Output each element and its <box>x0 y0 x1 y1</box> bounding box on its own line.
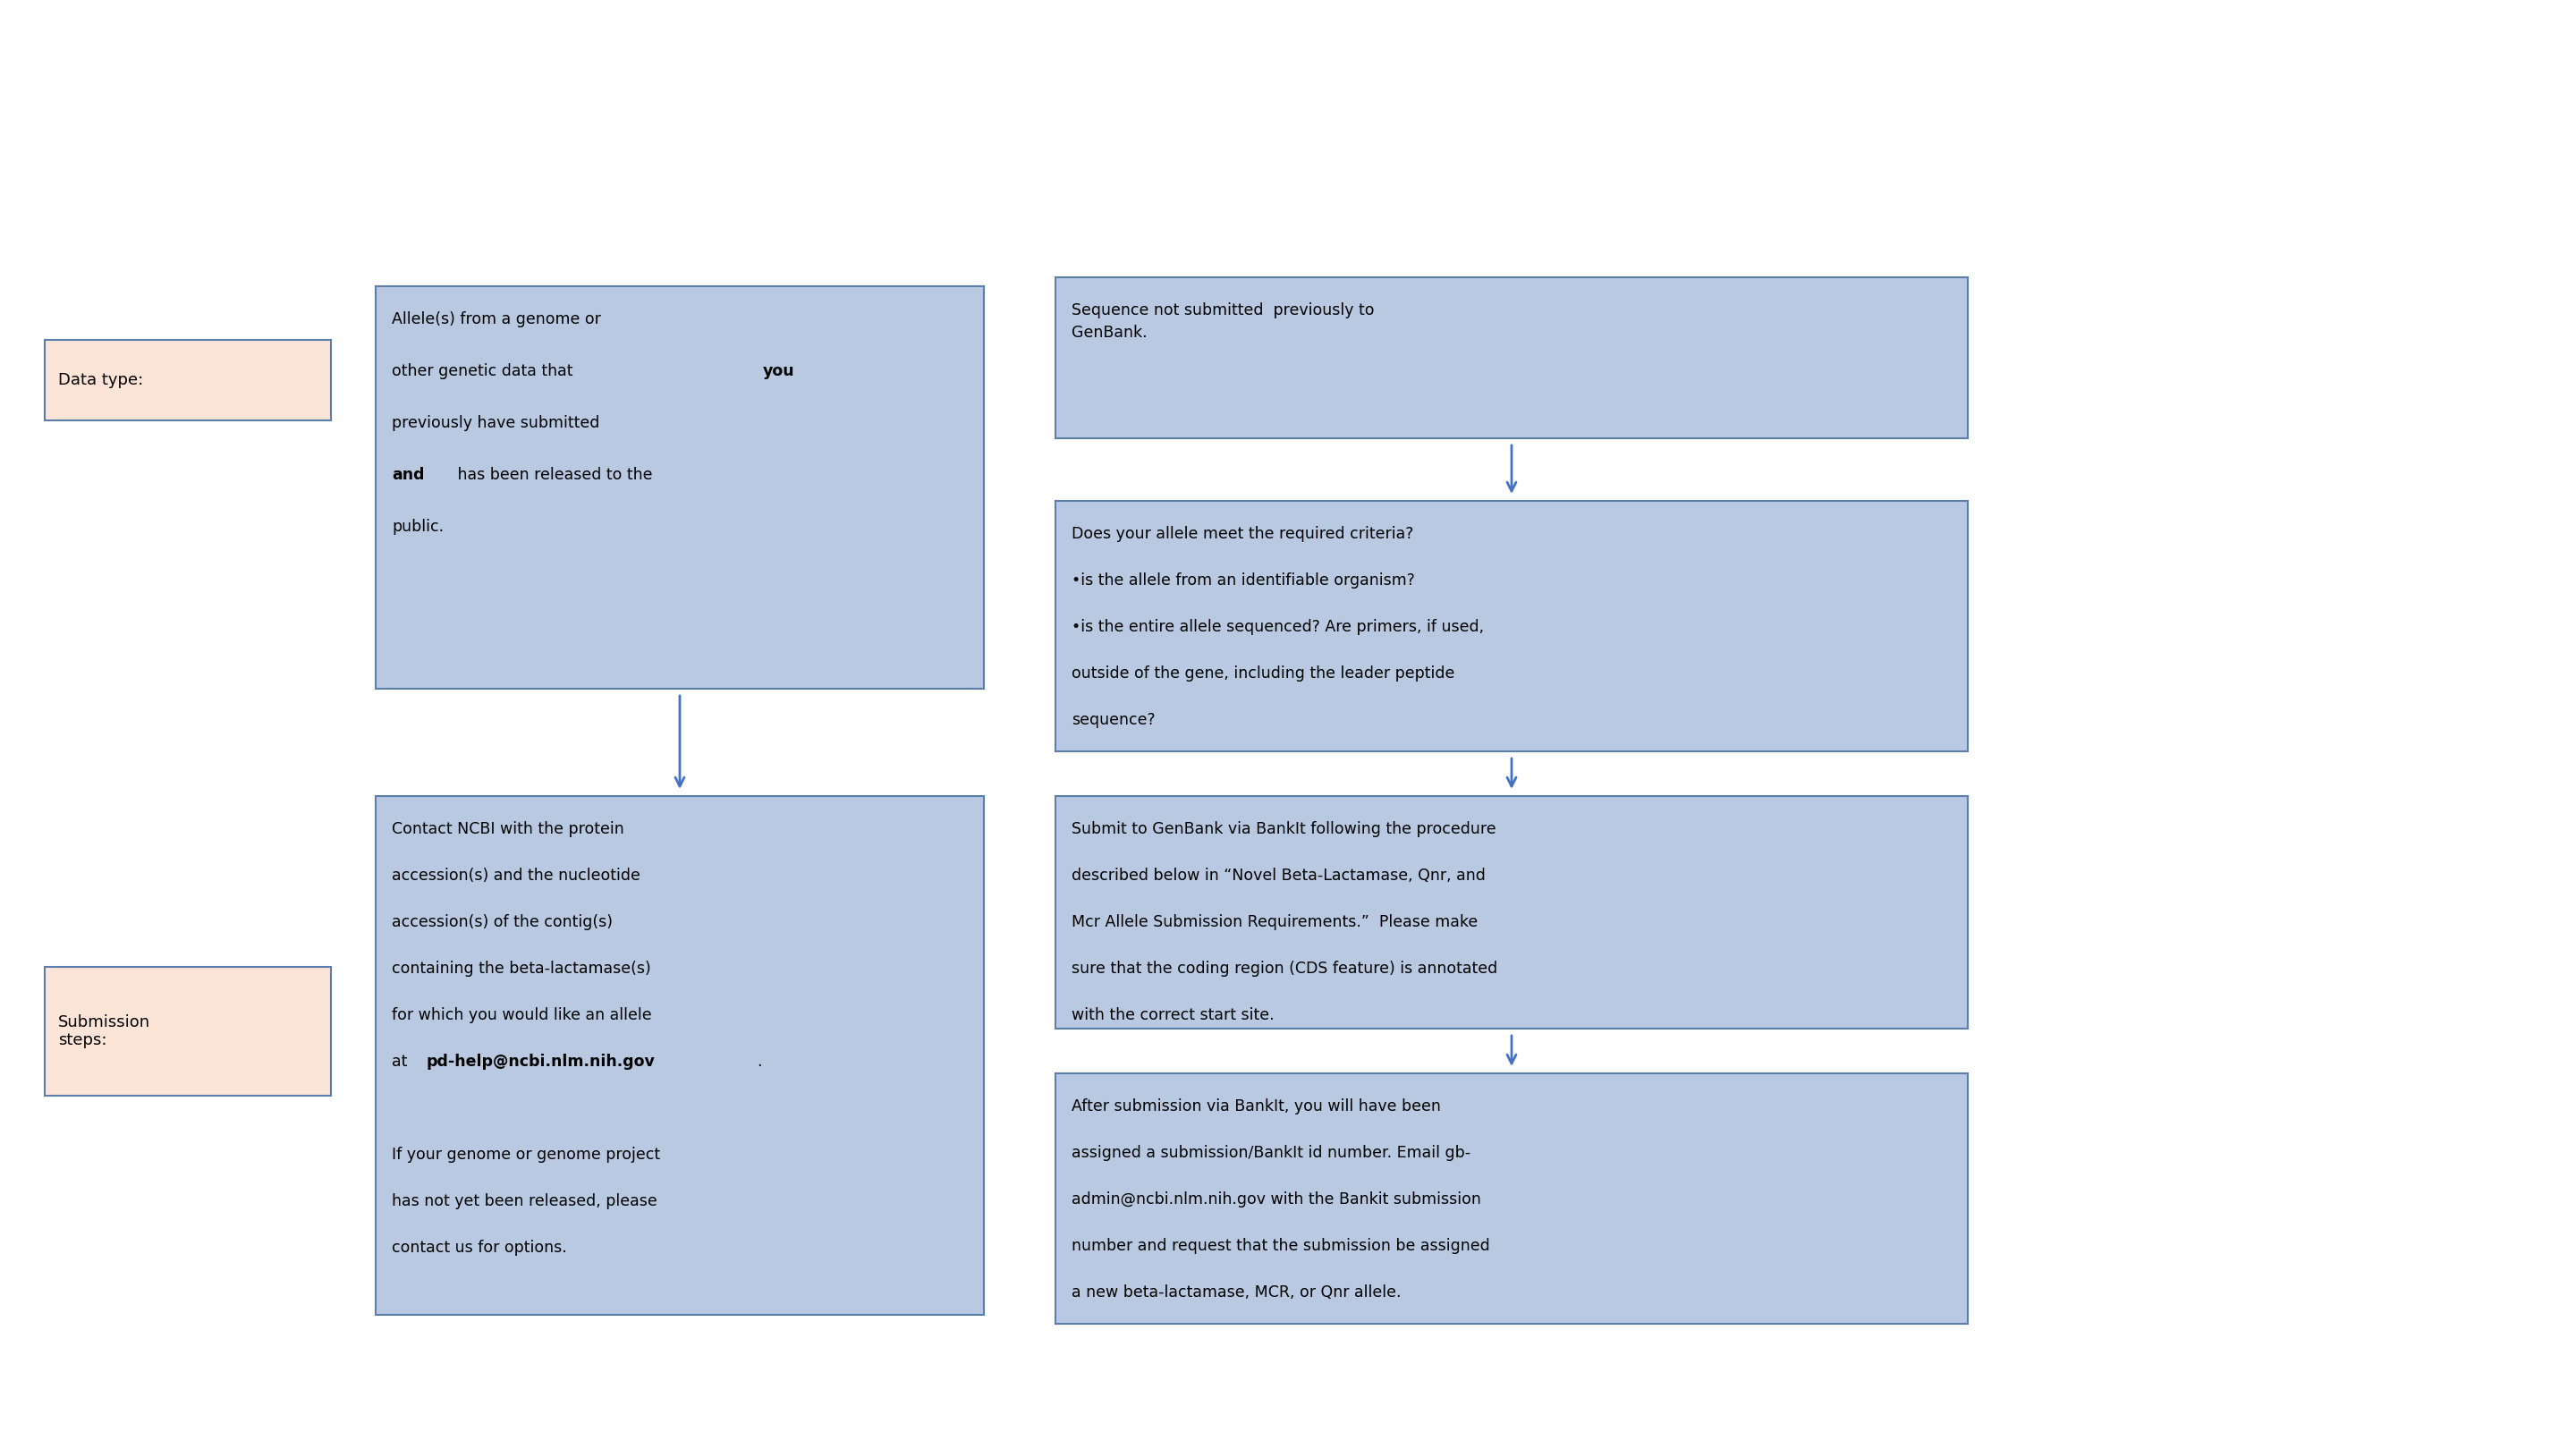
Text: has been released to the: has been released to the <box>453 467 652 483</box>
Text: at: at <box>392 1053 412 1069</box>
Text: accession(s) and the nucleotide: accession(s) and the nucleotide <box>392 868 641 884</box>
FancyBboxPatch shape <box>376 796 984 1314</box>
FancyBboxPatch shape <box>1056 796 1968 1029</box>
Text: accession(s) of the contig(s): accession(s) of the contig(s) <box>392 914 613 930</box>
Text: Data type:: Data type: <box>59 372 144 388</box>
Text: public.: public. <box>392 519 443 535</box>
Text: for which you would like an allele: for which you would like an allele <box>392 1007 652 1023</box>
FancyBboxPatch shape <box>1056 501 1968 752</box>
Text: assigned a submission/BankIt id number. Email gb-: assigned a submission/BankIt id number. … <box>1072 1145 1471 1161</box>
FancyBboxPatch shape <box>44 966 330 1095</box>
Text: has not yet been released, please: has not yet been released, please <box>392 1193 657 1210</box>
FancyBboxPatch shape <box>1056 277 1968 438</box>
Text: Submit to GenBank via BankIt following the procedure: Submit to GenBank via BankIt following t… <box>1072 822 1497 838</box>
Text: sure that the coding region (CDS feature) is annotated: sure that the coding region (CDS feature… <box>1072 961 1497 977</box>
Text: If your genome or genome project: If your genome or genome project <box>392 1146 659 1162</box>
FancyBboxPatch shape <box>1056 1074 1968 1324</box>
Text: a new beta-lactamase, MCR, or Qnr allele.: a new beta-lactamase, MCR, or Qnr allele… <box>1072 1284 1401 1301</box>
FancyBboxPatch shape <box>376 287 984 688</box>
Text: number and request that the submission be assigned: number and request that the submission b… <box>1072 1237 1489 1253</box>
Text: .: . <box>757 1053 762 1069</box>
Text: you: you <box>762 364 796 380</box>
Text: other genetic data that: other genetic data that <box>392 364 577 380</box>
Text: containing the beta-lactamase(s): containing the beta-lactamase(s) <box>392 961 652 977</box>
FancyBboxPatch shape <box>44 341 330 420</box>
Text: outside of the gene, including the leader peptide: outside of the gene, including the leade… <box>1072 665 1455 681</box>
Text: and: and <box>392 467 425 483</box>
Text: •is the allele from an identifiable organism?: •is the allele from an identifiable orga… <box>1072 572 1414 588</box>
Text: •is the entire allele sequenced? Are primers, if used,: •is the entire allele sequenced? Are pri… <box>1072 619 1484 635</box>
Text: Sequence not submitted  previously to
GenBank.: Sequence not submitted previously to Gen… <box>1072 303 1376 341</box>
Text: sequence?: sequence? <box>1072 711 1154 727</box>
Text: contact us for options.: contact us for options. <box>392 1240 567 1256</box>
Text: with the correct start site.: with the correct start site. <box>1072 1007 1275 1023</box>
Text: Contact NCBI with the protein: Contact NCBI with the protein <box>392 822 623 838</box>
Text: Mcr Allele Submission Requirements.”  Please make: Mcr Allele Submission Requirements.” Ple… <box>1072 914 1479 930</box>
Text: Allele(s) from a genome or: Allele(s) from a genome or <box>392 312 600 327</box>
Text: described below in “Novel Beta-Lactamase, Qnr, and: described below in “Novel Beta-Lactamase… <box>1072 868 1486 884</box>
Text: admin@ncbi.nlm.nih.gov with the Bankit submission: admin@ncbi.nlm.nih.gov with the Bankit s… <box>1072 1191 1481 1207</box>
Text: pd-help@ncbi.nlm.nih.gov: pd-help@ncbi.nlm.nih.gov <box>425 1053 654 1069</box>
Text: After submission via BankIt, you will have been: After submission via BankIt, you will ha… <box>1072 1098 1440 1114</box>
Text: previously have submitted: previously have submitted <box>392 414 600 432</box>
Text: Does your allele meet the required criteria?: Does your allele meet the required crite… <box>1072 526 1414 542</box>
Text: Submission
steps:: Submission steps: <box>59 1014 149 1049</box>
